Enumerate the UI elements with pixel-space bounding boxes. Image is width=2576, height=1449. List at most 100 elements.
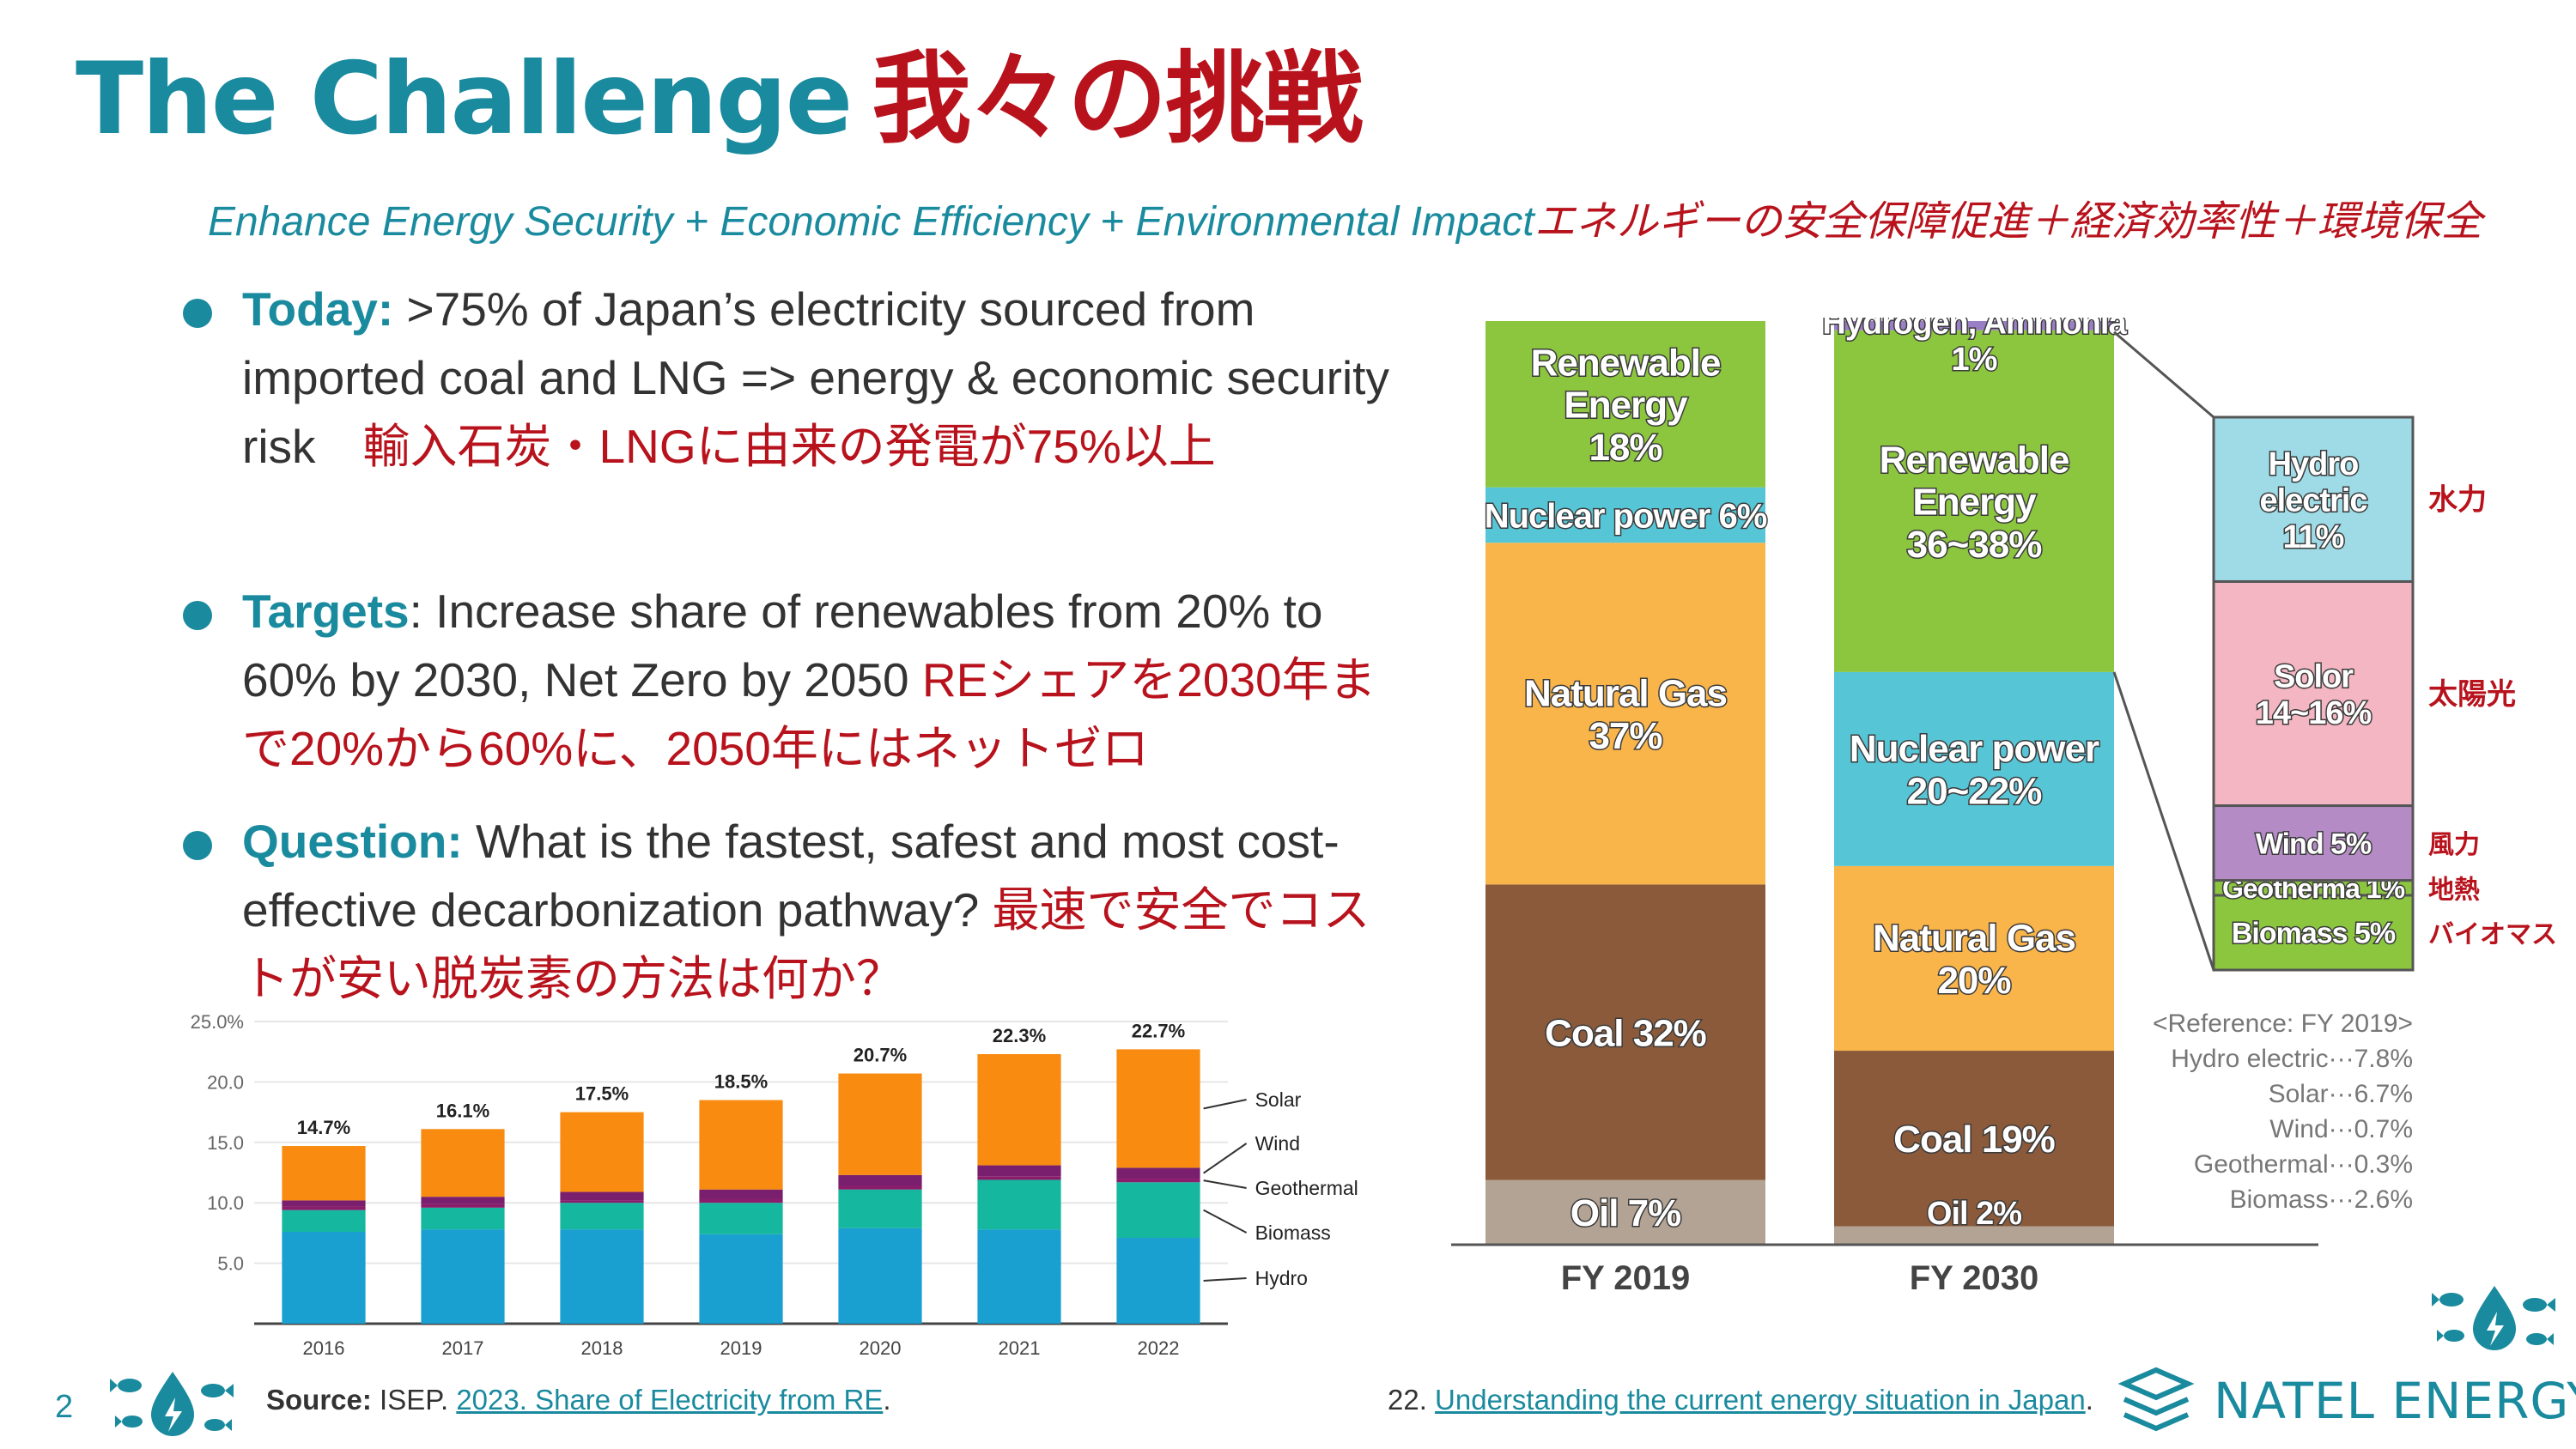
re-breakdown-label-hydro-electric-11: Hydro <box>2269 446 2359 482</box>
fish-hydro-logo-icon <box>110 1372 234 1436</box>
bar-segment-solar <box>1116 1049 1200 1168</box>
re-breakdown-jp-label: 太陽光 <box>2428 678 2516 711</box>
x-tick-label: 2018 <box>581 1337 623 1359</box>
source-end: . <box>883 1384 891 1416</box>
fy2030-segment-nuclear-power-20-22 <box>1834 671 2114 866</box>
legend-label-geothermal: Geothermal <box>1255 1177 1358 1199</box>
bar-segment-solar <box>560 1112 644 1192</box>
page-title: The Challenge 我々の挑戦 <box>76 50 1363 149</box>
bar-segment-wind <box>282 1200 366 1207</box>
re-breakdown-label-wind-5: Wind 5% <box>2256 828 2372 860</box>
fy2030-label-renewable-energy-36-38: Renewable <box>1880 439 2069 481</box>
re-breakdown-label-solor-14-16: 14~16% <box>2256 695 2372 731</box>
bar-segment-hydro <box>699 1234 783 1324</box>
title-japanese: 我々の挑戦 <box>872 41 1363 157</box>
bar-segment-hydro <box>282 1231 366 1324</box>
fy2019-label-oil-7: Oil 7% <box>1571 1192 1681 1234</box>
bullet-targets: Targets: Increase share of renewables fr… <box>180 577 1417 783</box>
fy2019-label-coal-32: Coal 32% <box>1545 1012 1706 1054</box>
legend-leader-line <box>1203 1209 1248 1234</box>
reference-citation: 22. Understanding the current energy sit… <box>1388 1384 2093 1416</box>
bar-segment-biomass <box>838 1189 922 1228</box>
source-citation: Source: ISEP. 2023. Share of Electricity… <box>266 1384 891 1416</box>
re-breakdown-segment-wind-5 <box>2212 804 2415 882</box>
bar-total-label: 16.1% <box>436 1100 489 1121</box>
bar-segment-geothermal <box>421 1203 505 1208</box>
bar-segment-wind <box>977 1165 1061 1177</box>
fy2030-segment-hydrogen-ammonia-1 <box>1834 321 2114 330</box>
fy2019-segment-nuclear-power-6 <box>1485 487 1765 543</box>
fy2030-label-hydrogen-ammonia-1: Hydrogen, Ammonia <box>1822 318 2127 341</box>
bullet-japanese: 最速で安全でコストが安い脱炭素の方法は何か？ <box>242 883 1370 1005</box>
x-tick-label: 2021 <box>999 1337 1041 1359</box>
legend-label-biomass: Biomass <box>1255 1222 1331 1244</box>
subtitle-english: Enhance Energy Security + Economic Effic… <box>208 199 1534 245</box>
reference-end: . <box>2085 1384 2093 1416</box>
bar-total-label: 18.5% <box>714 1071 768 1093</box>
re-breakdown-label-hydro-electric-11: electric <box>2259 482 2367 518</box>
subtitle: Enhance Energy Security + Economic Effic… <box>208 187 2482 247</box>
x-tick-label: 2017 <box>442 1337 484 1359</box>
re-breakdown-jp-label: 水力 <box>2428 484 2487 517</box>
bar-segment-geothermal <box>838 1185 922 1190</box>
legend-label-solar: Solar <box>1255 1088 1302 1111</box>
bullet-text: >75% of Japan’s electricity sourced from… <box>242 282 1389 473</box>
fy2030-segment-renewable-energy-36-38 <box>1834 330 2114 672</box>
x-tick-label: FY 2019 <box>1561 1259 1691 1297</box>
bullet-keyword: Targets <box>242 585 410 638</box>
re-breakdown-jp-label: バイオマス <box>2428 920 2557 949</box>
legend-label-wind: Wind <box>1255 1132 1300 1155</box>
reference-line: Solar···6.7% <box>2269 1080 2413 1108</box>
subtitle-japanese: エネルギーの安全保障促進＋経済効率性＋環境保全 <box>1534 199 2482 245</box>
re-breakdown-segment-biomass-5 <box>2212 894 2415 972</box>
reference-link[interactable]: Understanding the current energy situati… <box>1435 1384 2086 1416</box>
re-breakdown-segment-solor-14-16 <box>2212 579 2415 808</box>
fy2019-segment-oil-7 <box>1485 1179 1765 1245</box>
bar-segment-solar <box>282 1146 366 1201</box>
fy2030-segment-oil-2 <box>1834 1226 2114 1245</box>
source-link[interactable]: 2023. Share of Electricity from RE <box>456 1384 884 1416</box>
fy2030-label-natural-gas-20: Natural Gas <box>1873 918 2075 960</box>
source-org: ISEP. <box>371 1384 457 1416</box>
bar-segment-biomass <box>699 1203 783 1234</box>
x-tick-label: 2020 <box>860 1337 902 1359</box>
bullet-today: Today: >75% of Japan’s electricity sourc… <box>180 275 1417 481</box>
bullet-dot <box>183 831 212 860</box>
source-label: Source: <box>266 1384 372 1416</box>
bar-segment-biomass <box>560 1203 644 1230</box>
y-tick-label: 20.0 <box>207 1071 244 1093</box>
bar-segment-geothermal <box>699 1198 783 1203</box>
fy2019-segment-renewable-energy-18 <box>1485 321 1765 488</box>
bar-segment-solar <box>838 1073 922 1175</box>
fy2030-segment-coal-19 <box>1834 1051 2114 1227</box>
re-breakdown-jp-label: 風力 <box>2428 831 2480 859</box>
bar-segment-biomass <box>282 1210 366 1232</box>
fy2030-label-renewable-energy-36-38: Energy <box>1912 482 2037 524</box>
y-tick-label: 25.0% <box>191 1011 244 1033</box>
fy2030-segment-natural-gas-20 <box>1834 865 2114 1052</box>
bar-segment-hydro <box>560 1229 644 1324</box>
reference-line: Biomass···2.6% <box>2230 1185 2413 1214</box>
x-tick-label: 2016 <box>303 1337 345 1359</box>
fish-hydro-corner-icon <box>2432 1286 2555 1350</box>
fy2019-segment-coal-32 <box>1485 884 1765 1180</box>
bar-segment-hydro <box>1116 1238 1200 1324</box>
bar-total-label: 14.7% <box>297 1117 350 1138</box>
bullet-keyword: Today: <box>242 282 394 336</box>
bullet-question: Question: What is the fastest, safest an… <box>180 807 1417 1013</box>
natel-stack-logo-icon <box>2117 1367 2195 1432</box>
fy2019-label-nuclear-power-6: Nuclear power 6% <box>1485 497 1767 535</box>
re-breakdown-segment-hydro-electric-11 <box>2212 415 2415 583</box>
re-breakdown-label-biomass-5: Biomass 5% <box>2232 918 2396 950</box>
y-tick-label: 10.0 <box>207 1192 244 1214</box>
fy2019-label-renewable-energy-18: 18% <box>1589 427 1662 469</box>
bar-segment-geothermal <box>977 1176 1061 1180</box>
brand-name: NATEL ENERGY <box>2214 1372 2576 1430</box>
fy2019-label-renewable-energy-18: Energy <box>1564 385 1688 427</box>
bar-segment-geothermal <box>1116 1179 1200 1183</box>
bar-segment-wind <box>560 1191 644 1201</box>
x-tick-label: 2019 <box>720 1337 762 1359</box>
fy2030-label-hydrogen-ammonia-1: 1% <box>1952 342 1997 378</box>
reference-line: Geothermal···0.3% <box>2194 1150 2413 1179</box>
